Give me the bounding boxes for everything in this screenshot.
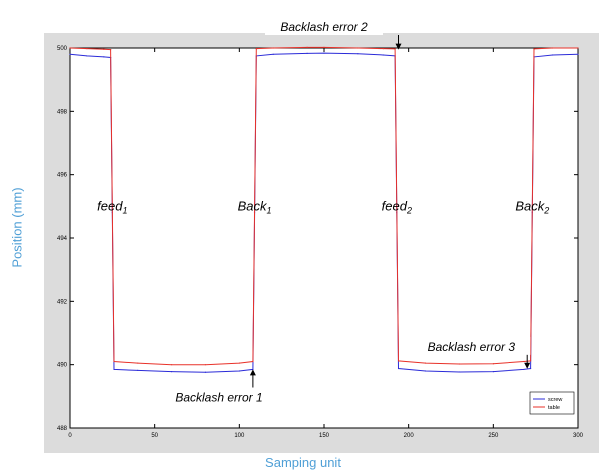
data-point-screw xyxy=(382,54,384,56)
series-line-table xyxy=(69,46,578,366)
data-point-table xyxy=(382,48,384,50)
data-point-screw xyxy=(103,56,105,58)
data-point-table xyxy=(69,47,71,49)
annotation-box xyxy=(412,336,531,355)
annotation-box xyxy=(160,387,279,406)
y-tick-label: 494 xyxy=(57,236,68,242)
data-point-table xyxy=(204,364,207,366)
x-tick-label: 0 xyxy=(68,433,72,439)
phase-label: feed2 xyxy=(382,198,412,215)
annotation-label: Backlash error 3 xyxy=(428,340,516,354)
x-tick-label: 250 xyxy=(488,433,499,439)
data-point-table xyxy=(255,48,257,50)
phase-label: Back2 xyxy=(515,198,549,215)
data-point-table xyxy=(357,47,359,49)
x-tick-label: 300 xyxy=(573,433,584,439)
data-point-screw xyxy=(171,371,173,373)
data-point-table xyxy=(306,46,308,48)
data-point-table xyxy=(272,47,274,49)
data-point-screw xyxy=(238,370,240,372)
plot-area xyxy=(69,47,579,429)
phase-label: Back1 xyxy=(238,198,272,215)
y-tick-label: 498 xyxy=(57,109,68,115)
data-point-screw xyxy=(137,369,139,371)
annotation-arrowhead xyxy=(524,362,531,369)
x-tick-label: 200 xyxy=(404,433,415,439)
legend-box xyxy=(529,391,575,415)
y-tick-label: 490 xyxy=(57,363,68,369)
annotation-arrowhead xyxy=(395,43,402,50)
data-point-screw xyxy=(306,52,308,54)
data-point-table xyxy=(238,362,240,364)
data-point-screw xyxy=(69,53,71,55)
x-tick-label: 100 xyxy=(234,433,245,439)
data-point-screw xyxy=(397,367,400,370)
data-point-table xyxy=(113,360,115,363)
x-tick-label: 50 xyxy=(151,433,158,439)
phase-label: feed1 xyxy=(97,198,127,215)
data-point-table xyxy=(577,47,579,49)
annotation-label: Backlash error 2 xyxy=(280,20,368,34)
annotation-arrowhead xyxy=(249,369,256,376)
data-point-screw xyxy=(323,52,325,54)
data-point-screw xyxy=(113,368,115,371)
data-point-screw xyxy=(529,367,532,370)
data-point-table xyxy=(253,205,256,207)
data-point-table xyxy=(103,48,105,50)
y-tick-label: 492 xyxy=(57,299,68,305)
data-point-screw xyxy=(458,371,461,373)
data-point-screw xyxy=(492,371,494,373)
y-tick-label: 500 xyxy=(57,46,68,52)
data-point-table xyxy=(86,48,88,50)
data-point-screw xyxy=(425,370,427,372)
y-tick-label: 496 xyxy=(57,173,68,179)
x-axis-label: Samping unit xyxy=(265,455,341,470)
annotation-label: Backlash error 1 xyxy=(175,391,262,405)
data-point-table xyxy=(529,360,532,362)
data-point-table xyxy=(552,47,554,49)
data-point-table xyxy=(492,363,494,365)
data-point-table xyxy=(171,364,173,366)
data-point-screw xyxy=(523,368,525,371)
legend-label-screw: screw xyxy=(548,397,562,403)
data-point-table xyxy=(523,360,525,363)
data-point-table xyxy=(252,360,254,363)
data-point-table xyxy=(533,48,535,50)
data-point-table xyxy=(397,360,400,362)
data-point-table xyxy=(531,205,533,207)
data-point-screw xyxy=(204,371,207,373)
y-tick-label: 488 xyxy=(57,426,68,432)
data-point-table xyxy=(137,362,139,364)
data-point-table xyxy=(110,48,112,51)
data-point-table xyxy=(425,362,427,364)
data-point-screw xyxy=(357,53,359,55)
data-point-screw xyxy=(272,53,274,55)
data-point-table xyxy=(111,205,113,207)
x-tick-label: 150 xyxy=(319,433,330,439)
data-point-screw xyxy=(86,55,88,57)
annotation-box xyxy=(265,17,383,35)
data-point-screw xyxy=(577,53,579,55)
data-point-table xyxy=(394,48,396,50)
data-point-table xyxy=(458,363,461,365)
data-point-table xyxy=(396,205,398,207)
data-point-screw xyxy=(552,54,554,56)
legend-label-table: table xyxy=(548,405,560,411)
data-point-table xyxy=(323,46,325,48)
